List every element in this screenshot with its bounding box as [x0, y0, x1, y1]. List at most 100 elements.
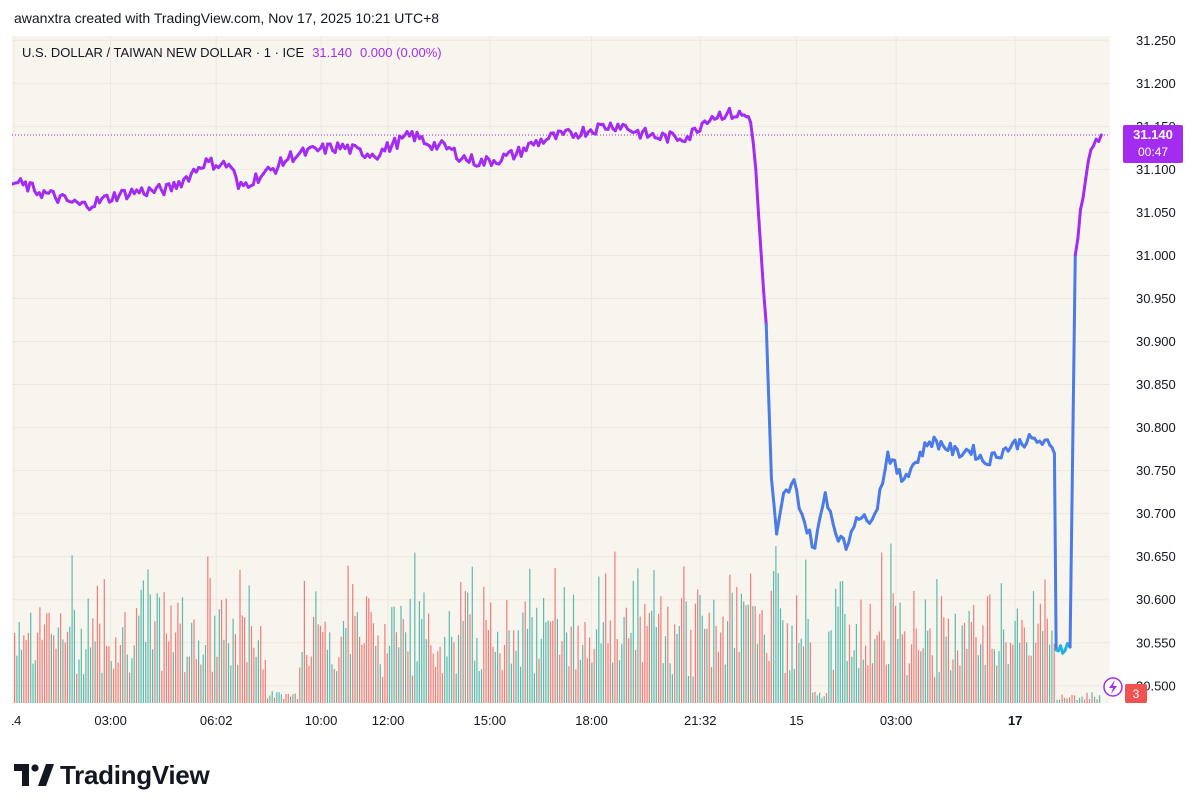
- price-axis[interactable]: 31.25031.20031.15031.10031.05031.00030.9…: [1136, 33, 1176, 693]
- volume-bar: [1063, 697, 1066, 703]
- y-tick-label: 30.750: [1136, 463, 1176, 478]
- volume-bar: [46, 613, 48, 703]
- volume-bar: [262, 669, 264, 703]
- price-segment: [828, 509, 835, 526]
- volume-bar: [970, 622, 972, 703]
- volume-bar: [409, 598, 411, 703]
- volume-bar: [480, 669, 483, 703]
- volume-bar: [515, 650, 517, 703]
- price-chart[interactable]: 31.25031.20031.15031.10031.05031.00030.9…: [7, 33, 1188, 736]
- volume-bar: [628, 638, 630, 703]
- volume-bar: [986, 596, 989, 703]
- price-segment: [881, 468, 887, 486]
- price-segment: [802, 520, 809, 535]
- chart-credit: awanxtra created with TradingView.com, N…: [14, 10, 440, 26]
- volume-bar: [991, 648, 993, 703]
- volume-bar: [572, 594, 575, 703]
- volume-bar: [968, 610, 970, 703]
- volume-bar: [405, 632, 407, 703]
- volume-bar: [731, 592, 733, 703]
- y-tick-label: 30.950: [1136, 291, 1176, 306]
- volume-bar: [609, 620, 611, 703]
- price-segment: [762, 289, 768, 326]
- volume-bar: [414, 552, 416, 703]
- volume-bar: [685, 601, 687, 703]
- volume-bar: [117, 662, 119, 703]
- svg-text:3: 3: [1133, 687, 1140, 701]
- volume-bar: [244, 617, 246, 703]
- volume-bar: [793, 668, 795, 703]
- volume-bar: [639, 616, 641, 703]
- volume-bar: [402, 619, 404, 703]
- x-tick-label: 03:00: [94, 713, 127, 728]
- volume-bar: [248, 585, 250, 703]
- volume-bar: [303, 580, 305, 703]
- price-segment: [1076, 208, 1082, 241]
- price-segment: [847, 529, 853, 545]
- volume-bar: [60, 613, 62, 703]
- volume-bar: [163, 592, 165, 703]
- volume-bar: [520, 666, 522, 703]
- volume-bar: [492, 646, 494, 703]
- y-tick-label: 31.050: [1136, 205, 1176, 220]
- volume-bar: [747, 604, 749, 703]
- volume-bar: [876, 634, 878, 703]
- price-series: [11, 106, 1103, 655]
- volume-bar: [763, 634, 765, 703]
- time-axis[interactable]: 14 03:00 06:02 10:00 12:00 15:00 18:00 21:32 15 0…: [7, 703, 1110, 736]
- volume-bar: [904, 631, 906, 703]
- volume-bar: [119, 645, 121, 703]
- volume-bar: [264, 659, 266, 703]
- volume-bar: [14, 632, 16, 703]
- volume-bar: [471, 566, 473, 703]
- volume-bar: [846, 661, 848, 703]
- volume-bar: [260, 626, 262, 703]
- volume-bar: [1005, 642, 1007, 703]
- volume-bar: [786, 623, 788, 703]
- y-tick-label: 30.600: [1136, 592, 1176, 607]
- volume-bar: [957, 650, 959, 703]
- volume-bar: [563, 587, 565, 703]
- volume-bar: [1088, 699, 1091, 703]
- volume-bar: [1014, 620, 1016, 703]
- volume-bar: [48, 612, 50, 703]
- price-segment: [1053, 548, 1058, 652]
- volume-bar: [347, 565, 349, 703]
- volume-bar: [287, 693, 289, 703]
- volume-bar: [784, 672, 786, 703]
- x-tick-label: 14: [12, 713, 21, 728]
- volume-bar: [457, 634, 460, 703]
- volume-bar: [851, 656, 853, 703]
- volume-bar: [959, 665, 961, 703]
- volume-bar: [798, 643, 800, 703]
- volume-bar: [982, 625, 984, 703]
- volume-bar: [170, 605, 172, 703]
- volume-bar: [485, 619, 487, 703]
- event-flash-icon[interactable]: [1103, 677, 1123, 697]
- volume-bar: [326, 649, 328, 703]
- price-segment: [1071, 253, 1077, 453]
- volume-bar: [372, 623, 374, 703]
- volume-bar: [547, 620, 549, 703]
- volume-bar: [41, 639, 43, 703]
- volume-bar: [273, 697, 276, 703]
- volume-bar: [858, 667, 860, 703]
- volume-bar: [890, 543, 892, 703]
- volume-bar: [451, 636, 453, 703]
- volume-bar: [478, 670, 480, 703]
- volume-bar: [1093, 696, 1096, 703]
- tradingview-logo[interactable]: TradingView: [14, 760, 210, 790]
- volume-bar: [607, 643, 609, 703]
- volume-bar: [271, 691, 273, 703]
- volume-bar: [589, 637, 591, 703]
- volume-bar: [724, 664, 726, 703]
- volume-bar: [503, 644, 506, 703]
- volume-bar: [805, 559, 807, 703]
- volume-bar: [947, 618, 949, 703]
- volume-bar: [460, 581, 462, 703]
- volume-bar: [842, 580, 844, 703]
- event-count-badge[interactable]: 3: [1125, 684, 1147, 703]
- volume-bar: [894, 605, 897, 703]
- volume-bar: [177, 602, 179, 703]
- volume-bar: [1073, 695, 1076, 703]
